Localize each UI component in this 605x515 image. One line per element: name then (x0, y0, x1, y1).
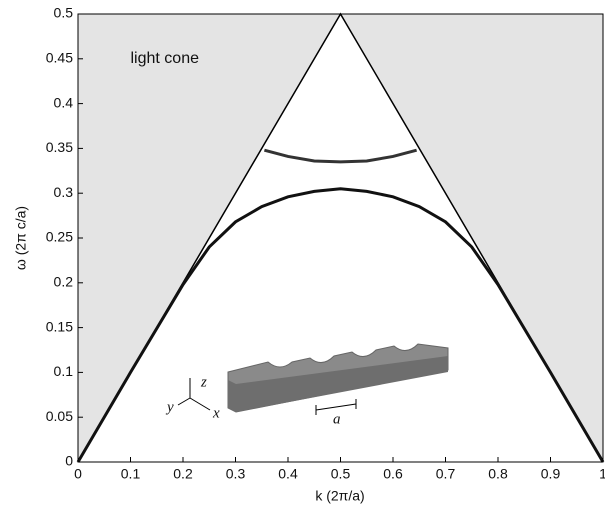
y-tick-label: 0 (65, 453, 73, 469)
y-tick-label: 0.5 (54, 5, 74, 21)
x-tick-label: 0.6 (383, 466, 403, 482)
x-tick-label: 1 (599, 466, 605, 482)
x-tick-label: 0.4 (278, 466, 298, 482)
y-tick-label: 0.45 (46, 50, 73, 66)
y-tick-label: 0.1 (54, 363, 74, 379)
inset-y: y (165, 399, 174, 415)
band (263, 148, 418, 164)
guided-region (78, 14, 603, 462)
x-tick-label: 0 (74, 466, 82, 482)
y-tick-label: 0.35 (46, 139, 73, 155)
x-axis-label: k (2π/a) (315, 488, 364, 504)
period-arrow (315, 403, 357, 411)
y-axis-label: ω (2π c/a) (13, 206, 29, 270)
y-tick-label: 0.15 (46, 318, 73, 334)
x-tick-label: 0.1 (121, 466, 141, 482)
inset: z y x a (165, 343, 449, 427)
axis-y (177, 397, 191, 406)
inset-x: x (212, 405, 220, 421)
annotation: light cone (131, 50, 200, 67)
plot-area: light cone (76, 12, 605, 463)
inset-z: z (200, 374, 207, 390)
inset-a: a (333, 411, 341, 427)
x-tick-label: 0.7 (436, 466, 456, 482)
x-tick-label: 0.2 (173, 466, 193, 482)
y-tick-label: 0.4 (54, 94, 74, 110)
x-tick-label: 0.3 (226, 466, 246, 482)
band (76, 187, 605, 463)
slab-side (228, 356, 448, 412)
y-tick-label: 0.3 (54, 184, 74, 200)
y-tick-label: 0.2 (54, 274, 74, 290)
x-tick-label: 0.5 (331, 466, 351, 482)
y-tick-label: 0.25 (46, 229, 73, 245)
x-tick-label: 0.8 (488, 466, 508, 482)
axis-x (189, 397, 211, 411)
x-tick-label: 0.9 (541, 466, 561, 482)
y-tick-label: 0.05 (46, 408, 73, 424)
